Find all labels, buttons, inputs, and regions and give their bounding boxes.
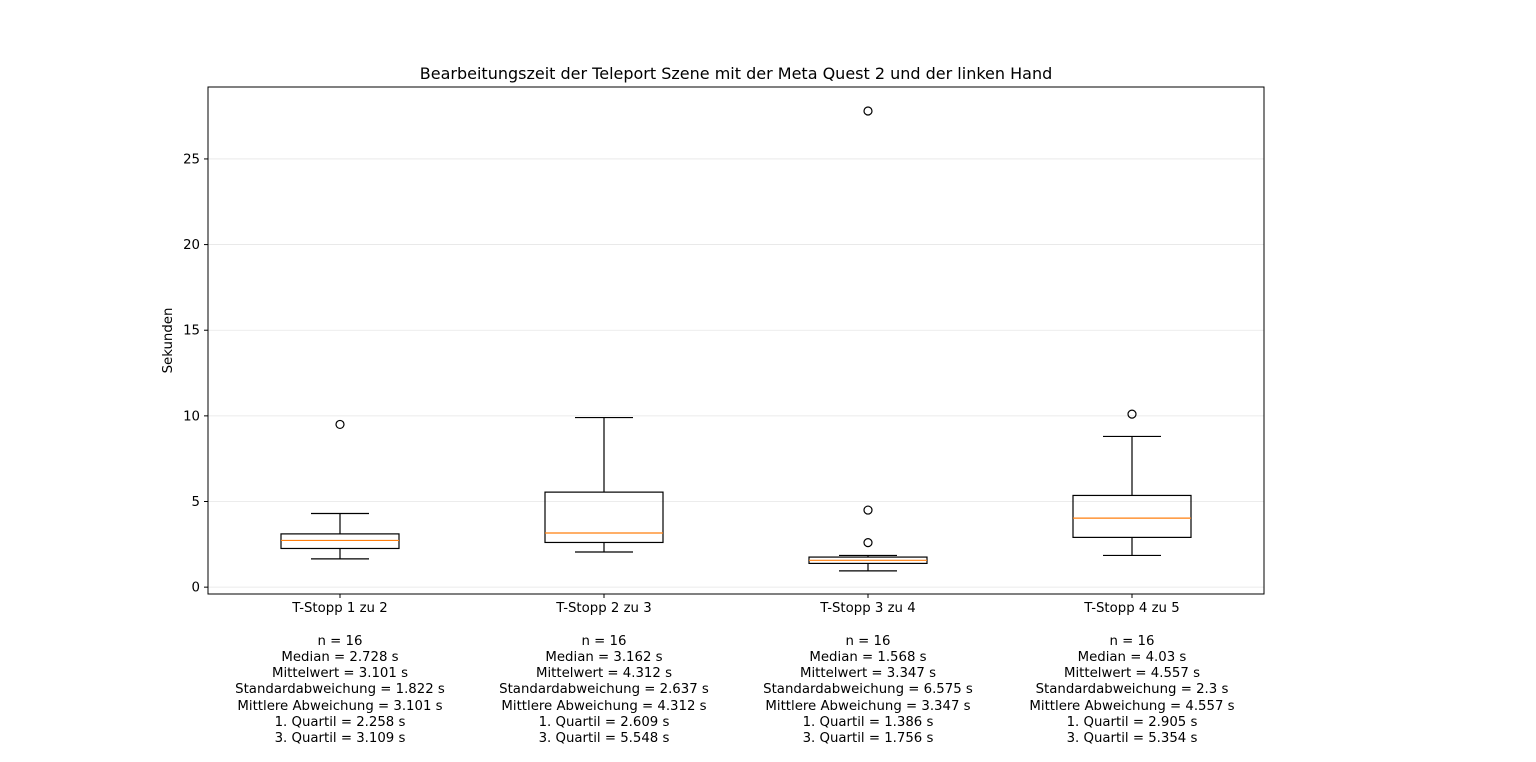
x-tick-label-block: T-Stopp 4 zu 5 n = 16 Median = 4.03 s Mitt… [1002, 601, 1262, 748]
stat-line: 1. Quartil = 2.258 s [274, 715, 406, 731]
stat-line: 1. Quartil = 2.609 s [538, 715, 670, 731]
label-spacer [474, 617, 734, 633]
x-tick-label-block: T-Stopp 1 zu 2 n = 16 Median = 2.728 s Mit… [210, 601, 470, 748]
x-tick-label: T-Stopp 1 zu 2 [292, 601, 388, 616]
y-tick-label: 15 [183, 324, 200, 339]
x-axis-ticks [339, 594, 1133, 598]
y-tick-label: 20 [183, 238, 200, 253]
interquartile-box [1072, 494, 1192, 538]
stat-line: Median = 1.568 s [809, 649, 927, 665]
label-spacer [738, 617, 998, 633]
x-tick-label-block: T-Stopp 2 zu 3 n = 16 Median = 3.162 s Mit… [474, 601, 734, 748]
y-tick-label: 10 [183, 409, 200, 424]
outlier-point [863, 106, 873, 116]
y-tick-label: 0 [192, 581, 200, 596]
stat-line: 3. Quartil = 1.756 s [802, 731, 934, 747]
stat-line: n = 16 [581, 633, 627, 649]
stat-line: Standardabweichung = 1.822 s [235, 682, 445, 698]
x-tick-label-block: T-Stopp 3 zu 4 n = 16 Median = 1.568 s Mit… [738, 601, 998, 748]
stat-line: Mittelwert = 3.347 s [799, 666, 937, 682]
x-tick-label: T-Stopp 3 zu 4 [820, 601, 916, 616]
stat-line: Mittelwert = 4.312 s [535, 666, 673, 682]
stat-line: Mittelwert = 4.557 s [1063, 666, 1201, 682]
stat-line: Median = 3.162 s [545, 649, 663, 665]
box-layer [280, 106, 1192, 572]
stat-line: Median = 2.728 s [281, 649, 399, 665]
stat-line: 1. Quartil = 2.905 s [1066, 715, 1198, 731]
stat-line: Standardabweichung = 2.3 s [1035, 682, 1229, 698]
box-plot-4 [1072, 409, 1192, 557]
grid-lines [208, 158, 1264, 588]
outlier-point [1127, 409, 1137, 419]
outlier-point [863, 538, 873, 548]
outlier-point [863, 505, 873, 515]
y-tick-label: 5 [192, 495, 200, 510]
stat-line: 3. Quartil = 5.354 s [1066, 731, 1198, 747]
stat-line: n = 16 [845, 633, 891, 649]
interquartile-box [280, 533, 400, 550]
stat-line: Mittlere Abweichung = 3.101 s [237, 698, 443, 714]
y-axis-ticks: 0 5 10 15 20 25 [183, 152, 208, 596]
y-tick-label: 25 [183, 152, 200, 167]
stat-line: 3. Quartil = 5.548 s [538, 731, 670, 747]
outlier-point [335, 419, 345, 430]
y-axis-label: Sekunden [161, 308, 176, 374]
stat-line: Median = 4.03 s [1077, 649, 1187, 665]
stat-line: Mittlere Abweichung = 4.312 s [501, 698, 707, 714]
stat-line: n = 16 [1109, 633, 1155, 649]
stat-line: 3. Quartil = 3.109 s [274, 731, 406, 747]
interquartile-box [544, 491, 664, 544]
stat-line: 1. Quartil = 1.386 s [802, 715, 934, 731]
box-plot-1 [280, 419, 400, 560]
stat-line: n = 16 [317, 633, 363, 649]
x-tick-label: T-Stopp 4 zu 5 [1084, 601, 1180, 616]
stat-line: Standardabweichung = 6.575 s [763, 682, 973, 698]
stat-line: Standardabweichung = 2.637 s [499, 682, 709, 698]
label-spacer [1002, 617, 1262, 633]
box-plot-3 [808, 106, 928, 572]
chart-title: Bearbeitungszeit der Teleport Szene mit … [420, 64, 1052, 83]
x-tick-label: T-Stopp 2 zu 3 [556, 601, 652, 616]
stat-line: Mittlere Abweichung = 4.557 s [1029, 698, 1235, 714]
box-plot-2 [544, 416, 664, 553]
stat-line: Mittelwert = 3.101 s [271, 666, 409, 682]
plot-area-frame [207, 86, 1265, 595]
stat-line: Mittlere Abweichung = 3.347 s [765, 698, 971, 714]
label-spacer [210, 617, 470, 633]
